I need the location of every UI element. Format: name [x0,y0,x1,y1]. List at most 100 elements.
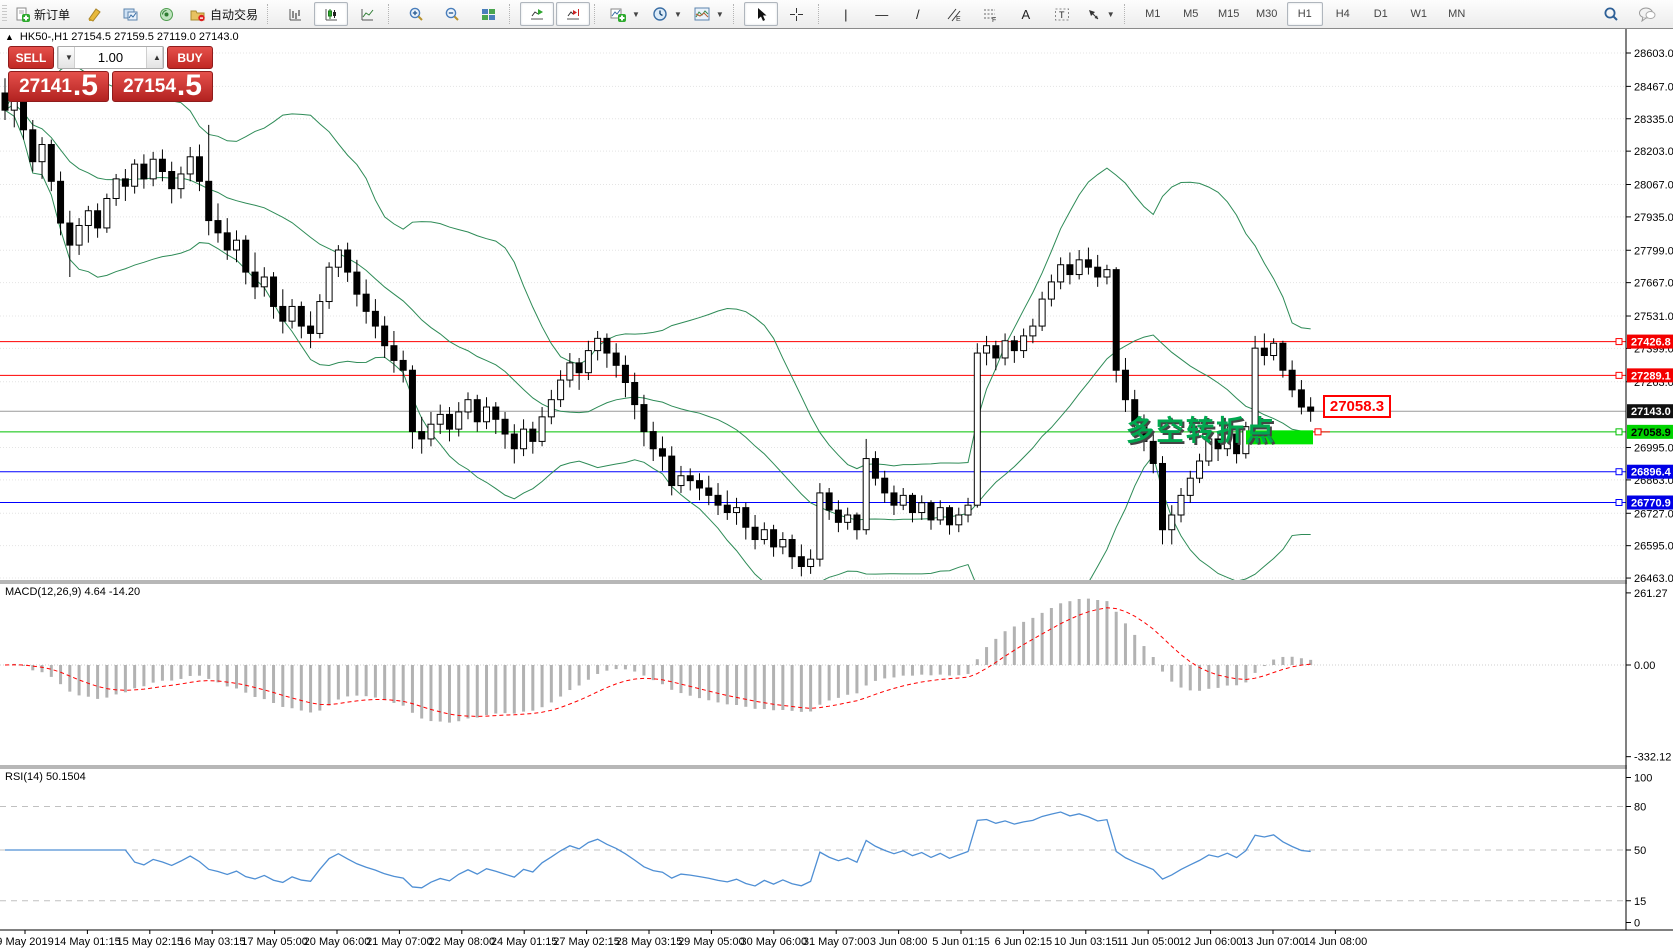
template-dropdown[interactable]: ▼ [689,2,729,26]
price-badge [1627,464,1673,479]
svg-text:E: E [956,16,961,22]
axis-label: 28467.0 [1634,81,1673,93]
search-button[interactable] [1594,2,1628,26]
vertical-line-tool[interactable]: | [829,2,863,26]
axis-label: 27667.0 [1634,278,1673,290]
axis-label: 26727.0 [1634,508,1673,520]
time-axis-label: 9 May 2019 [0,936,54,948]
timeframe-d1[interactable]: D1 [1373,8,1388,20]
level-line-handle[interactable] [1615,338,1623,346]
main-toolbar: 新订单 自动交易 [0,0,1673,29]
new-order-button[interactable]: 新订单 [10,2,75,26]
fibonacci-tool[interactable]: F [973,2,1007,26]
buy-price-int: 27154 [123,76,176,97]
bar-chart-mode-button[interactable] [278,2,312,26]
time-axis-label: 20 May 06:00 [304,936,371,948]
template-icon [694,7,710,21]
auto-trading-label: 自动交易 [210,7,259,22]
new-chart-dropdown[interactable]: ▼ [605,2,645,26]
price-badge [1627,368,1673,383]
zoom-out-button[interactable] [435,2,469,26]
cursor-icon [754,7,768,22]
text-label-tool[interactable]: T [1045,2,1079,26]
level-line-handle[interactable] [1615,499,1623,507]
tile-windows-button[interactable] [471,2,505,26]
timeframe-m5[interactable]: M5 [1183,8,1199,20]
macd-signal-line [4,607,1311,717]
volume-decrease-button[interactable]: ▼ [58,47,75,68]
chat-button[interactable] [1630,2,1664,26]
arrows-tool-dropdown[interactable]: ▼ [1081,2,1120,26]
panel-collapse-arrow-icon[interactable]: ▲ [5,32,14,42]
svg-text:F: F [992,17,996,22]
rsi-indicator-label: RSI(14) 50.1504 [5,771,86,783]
rsi-line [5,811,1311,889]
price-badge [1627,404,1673,419]
timeframe-m30[interactable]: M30 [1256,8,1278,20]
horizontal-line-tool[interactable]: — [865,2,899,26]
chart-info-line: ▲ HK50-,H1 27154.5 27159.5 27119.0 27143… [5,31,239,43]
timeframe-h1[interactable]: H1 [1286,2,1323,26]
price-label-box[interactable]: 27058.3 [1323,395,1391,418]
timeframe-m1[interactable]: M1 [1145,8,1161,20]
auto-scroll-button[interactable] [520,2,555,26]
sell-button[interactable]: SELL [8,46,54,69]
cursor-tool-button[interactable] [743,2,778,26]
axis-label: 0 [1634,918,1640,930]
axis-label: 26896.4 [1631,467,1672,479]
level-line-handle[interactable] [1615,428,1623,436]
trendline-tool[interactable]: / [901,2,935,26]
candlestick-icon [324,7,339,22]
time-axis-label: 11 Jun 05:00 [1117,936,1180,948]
timeframe-w1[interactable]: W1 [1410,8,1427,20]
chart-shift-button[interactable] [556,2,591,26]
time-axis-label: 17 May 05:00 [241,936,308,948]
zoom-in-button[interactable] [399,2,433,26]
sell-price-button[interactable]: 27141 .5 [8,71,109,102]
channel-tool[interactable]: E [937,2,971,26]
time-axis-label: 13 Jun 07:00 [1241,936,1305,948]
price-badge [1627,495,1673,510]
toolbar-separator [594,4,601,24]
buy-button[interactable]: BUY [167,46,213,69]
candlestick-mode-button[interactable] [314,2,349,26]
crosshair-tool-button[interactable] [780,2,814,26]
toolbar-grip[interactable] [2,5,7,23]
object-handle[interactable] [1314,428,1322,436]
axis-label: 80 [1634,802,1646,814]
time-axis-label: 14 May 01:15 [54,936,121,948]
chart-annotation-text[interactable]: 多空转折点 [1126,415,1277,446]
highlight-rectangle-object[interactable] [1246,430,1313,445]
bollinger-bands [4,63,1311,580]
trendline-icon: / [915,6,920,22]
toolbar-separator [732,4,740,24]
toolbar-separator [267,4,274,24]
market-watch-button[interactable] [113,2,147,26]
period-dropdown[interactable]: ▼ [647,2,687,26]
styler-button[interactable] [77,2,111,26]
auto-trading-icon [190,7,206,22]
text-tool[interactable]: A [1009,2,1043,26]
axis-label: 27426.8 [1631,337,1671,349]
volume-increase-button[interactable]: ▲ [146,47,163,68]
zoom-in-icon [408,6,424,22]
auto-trading-button[interactable]: 自动交易 [185,2,263,26]
buy-price-button[interactable]: 27154 .5 [112,71,213,102]
signals-button[interactable] [149,2,183,26]
timeframe-mn[interactable]: MN [1448,8,1466,20]
volume-input[interactable] [75,47,146,68]
time-axis-label: 22 May 08:00 [428,936,495,948]
line-chart-mode-button[interactable] [350,2,384,26]
level-line-handle[interactable] [1615,468,1623,476]
time-axis-label: 14 Jun 08:00 [1304,936,1368,948]
time-axis-label: 24 May 01:15 [491,936,558,948]
level-line-handle[interactable] [1615,371,1623,379]
clock-icon [652,6,668,22]
timeframe-m15[interactable]: M15 [1218,8,1240,20]
new-order-label: 新订单 [34,7,71,22]
dropdown-arrow-icon: ▼ [715,9,724,19]
price-badge [1627,334,1673,349]
timeframe-h4[interactable]: H4 [1335,8,1350,20]
axis-label: 26463.0 [1634,573,1673,585]
